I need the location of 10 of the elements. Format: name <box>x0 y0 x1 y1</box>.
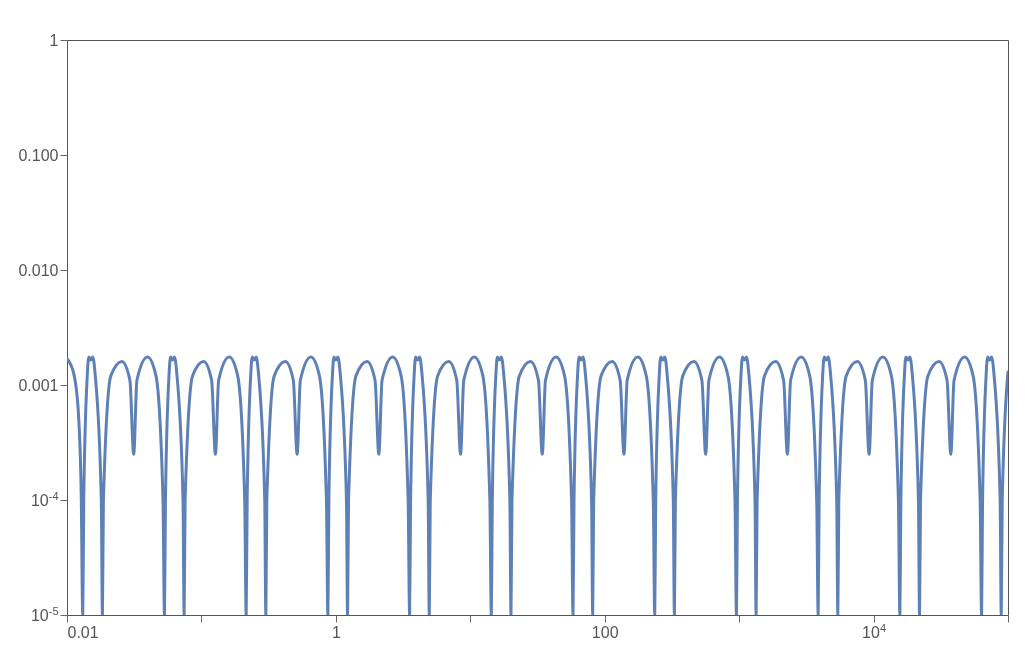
x-tick-label: 0.01 <box>67 623 99 641</box>
x-tick-label: 10$^{4}$ <box>862 621 887 641</box>
y-tick-label: 10$^{-5}$ <box>30 604 59 624</box>
y-tick-label: 0.100 <box>18 146 59 164</box>
y-tick-label: 10$^{-4}$ <box>30 489 59 509</box>
x-tick-label: 100 <box>591 623 619 641</box>
y-tick-label: 0.001 <box>18 376 59 394</box>
y-tick-label: 1 <box>49 31 59 49</box>
y-tick-label: 0.010 <box>18 261 59 279</box>
x-tick-label: 1 <box>331 623 341 641</box>
